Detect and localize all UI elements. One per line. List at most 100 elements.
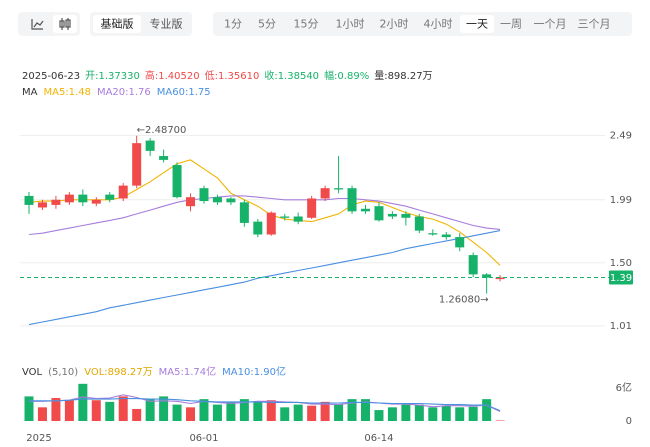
volume-bar xyxy=(374,410,384,421)
candle-body xyxy=(482,274,492,278)
volume-bar xyxy=(280,407,290,421)
volume-bar xyxy=(64,400,74,421)
y-tick-label: 0 xyxy=(626,416,632,427)
volume-bar xyxy=(495,420,505,422)
ma-line xyxy=(28,195,501,236)
candle-body xyxy=(239,202,249,223)
candle-body xyxy=(266,212,276,235)
volume-bar xyxy=(199,399,209,421)
volume-bar xyxy=(320,401,330,421)
volume-bar xyxy=(414,404,424,421)
info-item: 开:1.37330 xyxy=(85,71,140,82)
period-button[interactable]: 5分 xyxy=(258,18,276,31)
version-button[interactable]: 专业版 xyxy=(150,17,183,31)
candle-body xyxy=(226,198,236,203)
volume-bar xyxy=(145,399,155,421)
candle-body xyxy=(199,188,209,202)
candle-body xyxy=(186,197,196,207)
period-button[interactable]: 2小时 xyxy=(380,18,409,31)
volume-bar xyxy=(253,401,263,421)
volume-bar xyxy=(105,401,115,421)
ohlc-info: 2025-06-23 开:1.37330 高:1.40520 低:1.35610 收:1… xyxy=(22,69,433,82)
candle-body xyxy=(334,188,344,190)
volume-bar xyxy=(361,399,370,421)
y-tick-label: 1.01 xyxy=(610,321,632,332)
period-button[interactable]: 15分 xyxy=(294,18,319,31)
period-button[interactable]: 一周 xyxy=(500,18,522,31)
candle-body xyxy=(132,143,142,186)
period-button[interactable]: 一个月 xyxy=(534,18,567,31)
candle-body xyxy=(78,194,88,203)
legend: MA MA5:1.48 MA20:1.76 MA60:1.75 xyxy=(22,87,211,98)
candle-body xyxy=(105,194,115,200)
legend-entry: MA60:1.75 xyxy=(157,87,211,98)
volume-bar xyxy=(239,399,249,421)
candle-icon-bg[interactable] xyxy=(53,15,77,33)
candle-body xyxy=(24,195,34,205)
candle-body xyxy=(51,199,61,205)
legend-entry: MA10:1.90亿 xyxy=(222,365,286,378)
volume-bar xyxy=(51,398,61,421)
info-item: 高:1.40520 xyxy=(145,69,200,82)
candle-body xyxy=(37,202,47,208)
candle-body xyxy=(428,233,438,235)
volume-bar xyxy=(132,408,142,421)
ma-line xyxy=(29,394,501,412)
candle-body xyxy=(495,277,505,280)
candle-icon[interactable] xyxy=(59,18,71,30)
candle-body xyxy=(441,234,451,238)
info-date: 2025-06-23 xyxy=(22,71,80,82)
candle-body xyxy=(387,213,397,217)
info-item: 收:1.38540 xyxy=(264,69,319,82)
x-tick-label: 2025 xyxy=(26,433,51,444)
y-tick-label: 1.50 xyxy=(610,258,632,269)
candle-body xyxy=(455,237,465,248)
info-item: 量:898.27万 xyxy=(374,70,432,82)
volume-bar xyxy=(428,407,438,421)
version-button[interactable]: 基础版 xyxy=(101,17,134,31)
volume-bar xyxy=(24,396,34,421)
vol-params: (5,10) xyxy=(48,367,78,378)
candle-body xyxy=(212,197,222,203)
legend-entry: MA20:1.76 xyxy=(97,87,151,98)
volume-bar xyxy=(401,404,411,421)
volume-bar xyxy=(159,396,169,421)
candle-body xyxy=(414,216,424,231)
line-icon[interactable] xyxy=(31,19,44,30)
last-price-label: 1.39 xyxy=(610,273,632,284)
vol-indicator: VOL xyxy=(22,367,43,378)
volume-bar xyxy=(468,406,478,421)
volume-bar xyxy=(226,401,236,421)
y-tick-label: 6亿 xyxy=(616,381,632,394)
candle-body xyxy=(361,208,370,212)
candle-body xyxy=(280,216,290,218)
legend-entry: MA5:1.74亿 xyxy=(159,365,216,378)
x-tick-label: 06-14 xyxy=(364,433,393,444)
period-button[interactable]: 1小时 xyxy=(336,18,365,31)
candle-body xyxy=(64,194,74,203)
legend-entry: VOL:898.27万 xyxy=(84,367,152,378)
period-box xyxy=(213,12,632,36)
candle-body xyxy=(172,165,182,198)
legend-entry: MA5:1.48 xyxy=(43,87,90,98)
y-tick-label: 2.49 xyxy=(610,130,632,141)
candle-body xyxy=(468,255,478,275)
version-selected xyxy=(93,15,141,33)
volume-bar xyxy=(266,400,276,421)
period-button[interactable]: 4小时 xyxy=(424,18,453,31)
volume-bar xyxy=(307,405,317,421)
period-button[interactable]: 1分 xyxy=(224,18,242,31)
period-button[interactable]: 三个月 xyxy=(578,18,611,31)
info-item: 低:1.35610 xyxy=(205,69,260,82)
volume-bar xyxy=(347,399,357,421)
candle-body xyxy=(307,198,317,218)
period-button[interactable]: 一天 xyxy=(466,18,488,31)
volume-bar xyxy=(78,383,88,421)
volume-bar xyxy=(334,404,344,421)
candle-body xyxy=(374,206,384,221)
period-selected xyxy=(460,15,494,33)
candle-body xyxy=(159,156,169,160)
volume-bar xyxy=(441,405,451,421)
last-price-box xyxy=(609,270,633,285)
